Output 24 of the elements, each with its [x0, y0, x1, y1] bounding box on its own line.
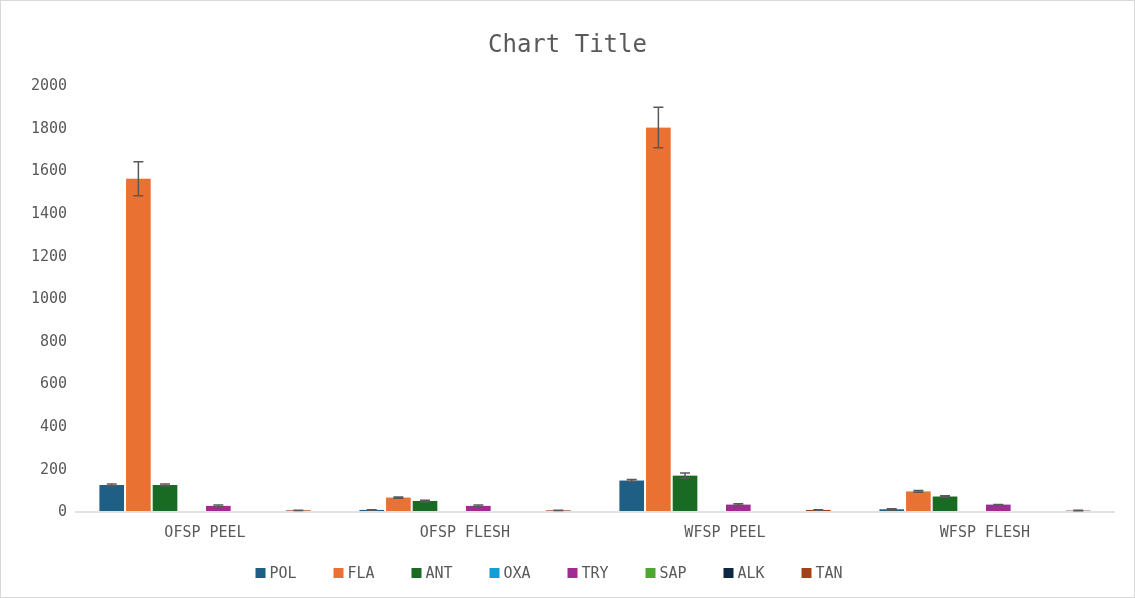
legend-label: FLA: [347, 564, 375, 583]
x-tick-label: WFSP FLESH: [939, 523, 1031, 541]
x-tick-label: WFSP PEEL: [684, 523, 766, 541]
legend-label: ANT: [425, 564, 453, 583]
chart-title: Chart Title: [488, 30, 647, 58]
y-tick-label: 400: [39, 417, 67, 436]
legend-label: OXA: [503, 564, 531, 583]
legend-label: TAN: [815, 564, 843, 583]
y-tick-label: 0: [57, 502, 67, 521]
x-tick-label: OFSP FLESH: [419, 523, 511, 541]
y-tick-label: 600: [39, 374, 67, 393]
y-tick-label: 1000: [30, 289, 67, 308]
x-tick-label: OFSP PEEL: [164, 523, 246, 541]
y-tick-label: 1800: [30, 118, 67, 137]
legend-label: SAP: [659, 564, 687, 583]
y-tick-label: 800: [39, 331, 67, 350]
y-tick-label: 2000: [30, 76, 67, 95]
legend-label: POL: [269, 564, 297, 583]
legend-label: TRY: [581, 564, 609, 583]
y-tick-label: 1400: [30, 204, 67, 223]
y-tick-label: 1600: [30, 161, 67, 180]
legend-label: ALK: [737, 564, 765, 583]
y-tick-label: 1200: [30, 246, 67, 265]
y-tick-label: 200: [39, 459, 67, 478]
